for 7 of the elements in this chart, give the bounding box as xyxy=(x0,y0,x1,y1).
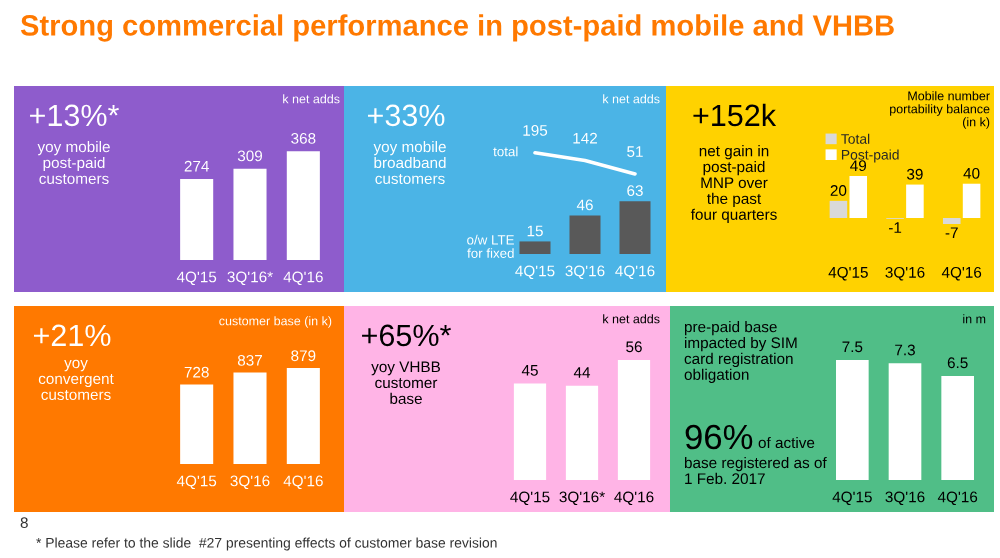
text: +152k xyxy=(693,103,777,127)
text: Strong commercial performance in post-paid mobile and VHBB xyxy=(20,14,894,42)
text: 96% xyxy=(685,424,753,450)
text: +33% xyxy=(367,104,445,127)
text: +65%* xyxy=(362,324,451,347)
text: +21% xyxy=(33,324,111,347)
text: +13%* xyxy=(30,104,119,127)
